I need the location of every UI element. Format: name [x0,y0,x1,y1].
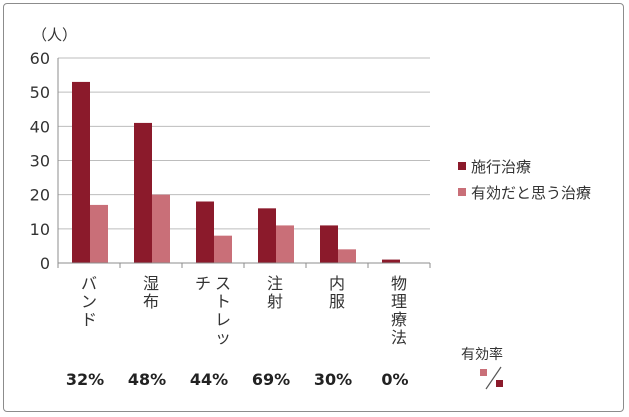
bar [196,201,214,263]
category-char: 法 [391,328,407,347]
category-char: 内 [329,274,345,293]
bar [382,259,400,263]
category-char: 療 [391,310,407,329]
y-tick-label: 40 [30,117,50,136]
bar [276,225,294,263]
bar [258,208,276,263]
category-char: 射 [267,292,283,311]
y-tick-label: 20 [30,186,50,205]
category-label: 注射 [267,274,283,311]
category-label: 湿布 [143,274,159,311]
category-char: 理 [391,292,407,311]
category-char: 物 [391,274,407,293]
category-char: ド [81,310,97,329]
legend-swatch [458,188,466,196]
rate-key-denominator [496,380,503,387]
category-char: バ [81,274,97,293]
bar [214,235,232,263]
category-char: ト [215,292,231,311]
rate-key-slash [485,366,502,390]
bar [152,194,170,263]
category-char: ス [215,274,231,293]
y-tick-label: 60 [30,49,50,68]
bar [72,81,90,264]
category-char: 注 [267,274,283,293]
rate-key-numerator [480,369,487,376]
category-label: 内服 [329,274,345,311]
legend-swatch [458,162,466,170]
category-char: ン [81,292,97,311]
bar [90,204,108,263]
rate-value: 0% [381,370,408,389]
category-label: バンド [81,274,97,329]
category-char: 服 [329,292,345,311]
y-tick-label: 30 [30,152,50,171]
rate-value: 69% [252,370,290,389]
bar [320,225,338,263]
y-tick-label: 0 [40,254,50,273]
rate-value: 44% [190,370,228,389]
bar [338,249,356,263]
rate-value: 48% [128,370,166,389]
legend-label: 施行治療 [471,158,531,176]
y-tick-label: 10 [30,220,50,239]
y-tick-label: 50 [30,83,50,102]
category-char: 布 [143,292,159,311]
rate-key-title: 有効率 [461,346,503,363]
legend-label: 有効だと思う治療 [471,184,591,202]
category-char: レ [215,310,231,329]
y-unit-label: （人） [32,26,77,44]
category-char: チ [195,274,211,293]
rate-value: 30% [314,370,352,389]
bar [134,122,152,264]
category-char: ッ [215,328,231,347]
category-char: 湿 [143,274,159,293]
rate-value: 32% [66,370,104,389]
